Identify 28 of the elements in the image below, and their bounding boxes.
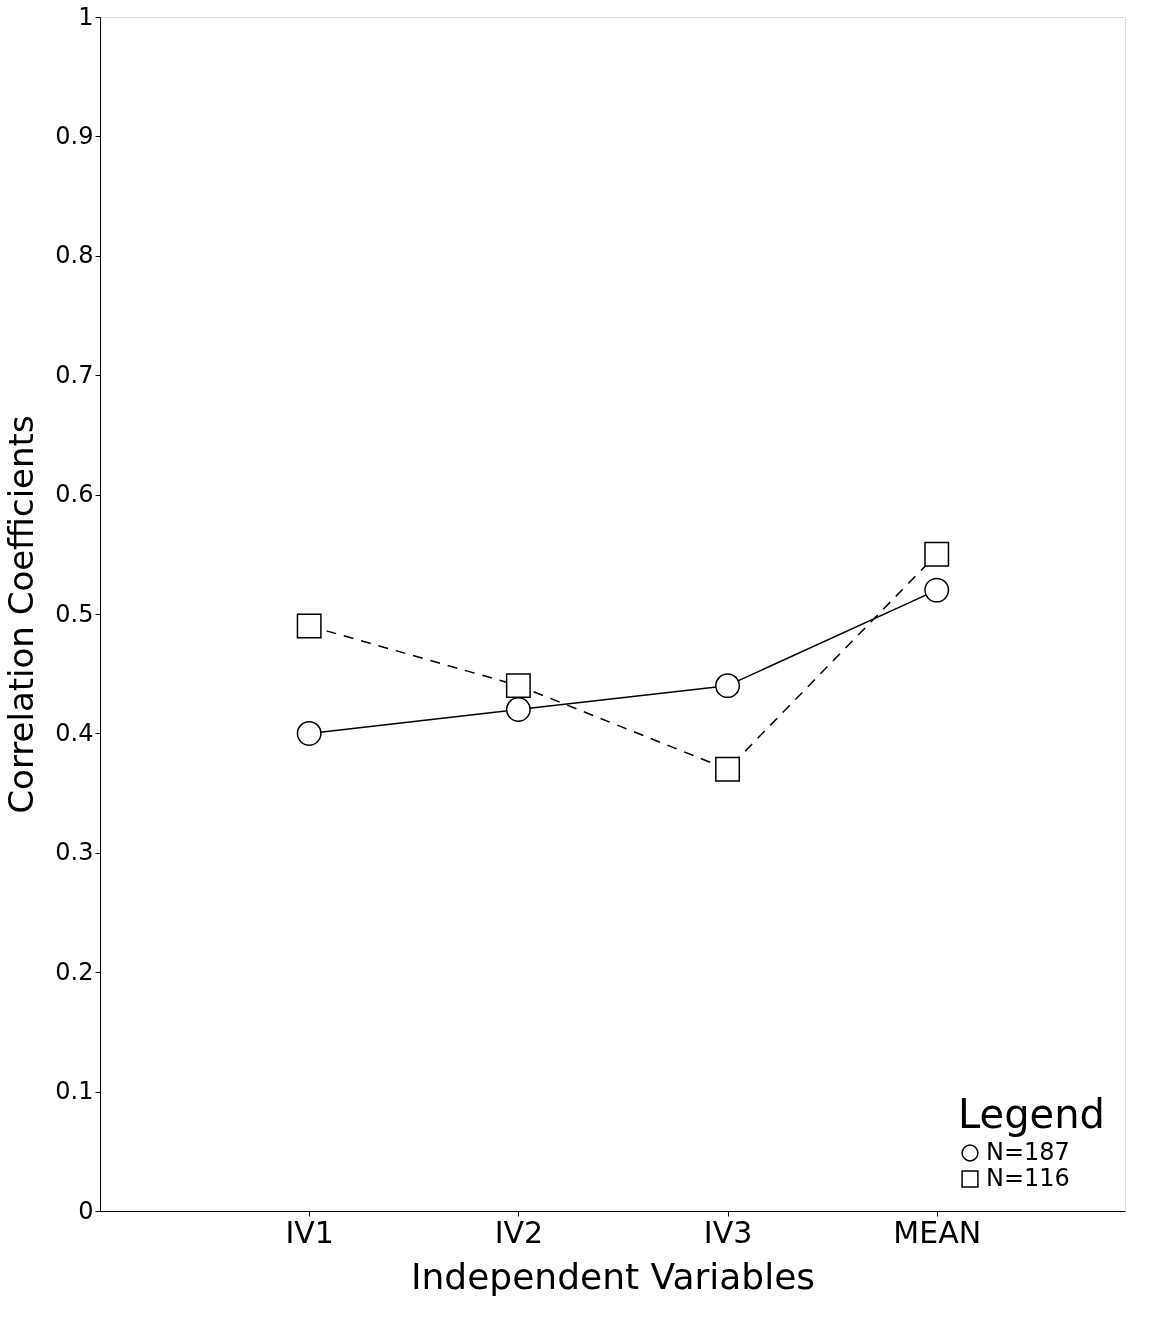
y-axis-title: Correlation Coefficients — [1, 415, 42, 814]
y-tick-label: 0.2 — [55, 957, 94, 986]
y-tick-label: 0.9 — [55, 121, 94, 150]
x-tick-label: IV1 — [285, 1214, 334, 1250]
x-tick-label: MEAN — [893, 1214, 982, 1250]
y-tick-label: 0.4 — [55, 718, 94, 747]
point — [924, 577, 950, 603]
x-tick-label: IV3 — [703, 1214, 753, 1250]
point — [296, 613, 322, 639]
legend-label: N=187 — [986, 1138, 1070, 1166]
point — [924, 541, 950, 567]
x-axis-title: Independent Variables — [410, 1255, 816, 1297]
point — [715, 756, 741, 782]
point — [505, 697, 531, 722]
legend-label: N=116 — [986, 1164, 1070, 1192]
legend-title: Legend — [958, 1091, 1105, 1137]
y-tick-label: 0.8 — [55, 241, 94, 270]
x-tick-label: IV2 — [494, 1214, 544, 1250]
y-tick-label: 0.1 — [55, 1077, 94, 1106]
point — [296, 720, 322, 746]
y-tick-label: 0.6 — [55, 480, 94, 509]
y-tick-label: 0.7 — [55, 360, 94, 389]
point — [715, 673, 741, 699]
y-tick-label: 0.5 — [55, 599, 94, 628]
y-tick-label: 0.3 — [55, 838, 94, 867]
y-tick-label: 0 — [78, 1196, 94, 1225]
point — [505, 673, 531, 699]
y-tick-label: 1 — [78, 2, 94, 31]
